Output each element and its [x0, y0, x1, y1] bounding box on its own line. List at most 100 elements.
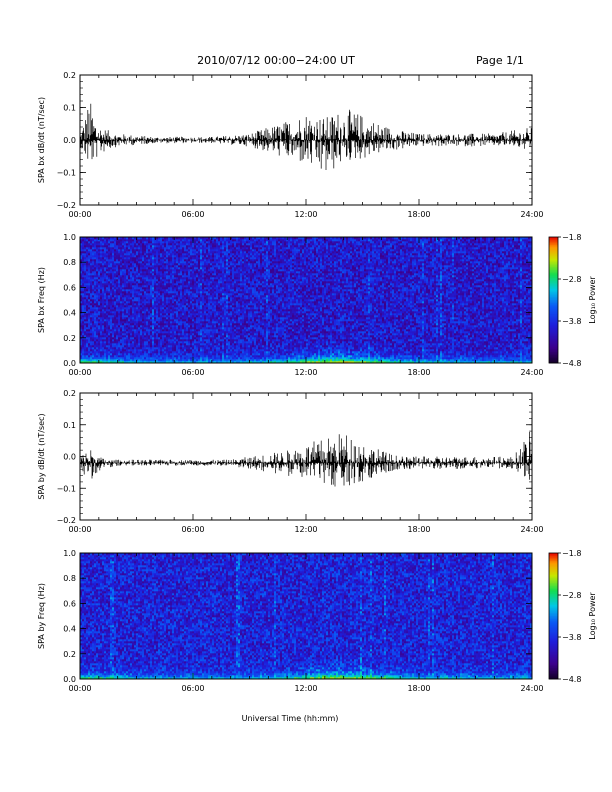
spectrogram-cell [104, 297, 106, 299]
spectrogram-cell [212, 333, 214, 335]
spectrogram-cell [132, 339, 134, 341]
spectrogram-cell [162, 345, 164, 347]
spectrogram-cell [116, 291, 118, 293]
spectrogram-cell [226, 325, 228, 327]
spectrogram-cell [218, 249, 220, 251]
spectrogram-cell [220, 343, 222, 345]
spectrogram-2 [80, 237, 532, 363]
spectrogram-cell [206, 315, 208, 317]
spectrogram-cell [168, 295, 170, 297]
spectrogram-cell [122, 265, 124, 267]
spectrogram-cell [136, 293, 138, 295]
spectrogram-cell [226, 341, 228, 343]
spectrogram-cell [88, 347, 90, 349]
spectrogram-cell [154, 293, 156, 295]
spectrogram-cell [192, 319, 194, 321]
spectrogram-cell [150, 355, 152, 357]
spectrogram-cell [118, 271, 120, 273]
spectrogram-cell [158, 269, 160, 271]
spectrogram-cell [168, 251, 170, 253]
spectrogram-cell [118, 315, 120, 317]
spectrogram-cell [154, 305, 156, 307]
spectrogram-cell [190, 349, 192, 351]
spectrogram-cell [186, 353, 188, 355]
spectrogram-cell [128, 335, 130, 337]
spectrogram-cell [104, 347, 106, 349]
spectrogram-cell [230, 333, 232, 335]
spectrogram-cell [210, 273, 212, 275]
spectrogram-cell [160, 285, 162, 287]
spectrogram-cell [190, 353, 192, 355]
spectrogram-cell [198, 271, 200, 273]
spectrogram-cell [156, 265, 158, 267]
spectrogram-cell [202, 281, 204, 283]
spectrogram-cell [206, 297, 208, 299]
spectrogram-cell [110, 343, 112, 345]
spectrogram-cell [102, 261, 104, 263]
spectrogram-cell [200, 309, 202, 311]
spectrogram-cell [148, 337, 150, 339]
spectrogram-cell [206, 247, 208, 249]
spectrogram-cell [140, 293, 142, 295]
spectrogram-cell [106, 269, 108, 271]
spectrogram-cell [130, 305, 132, 307]
spectrogram-cell [174, 253, 176, 255]
spectrogram-cell [88, 253, 90, 255]
spectrogram-cell [138, 273, 140, 275]
spectrogram-cell [86, 247, 88, 249]
spectrogram-cell [144, 349, 146, 351]
spectrogram-cell [180, 263, 182, 265]
spectrogram-cell [136, 299, 138, 301]
spectrogram-cell [208, 243, 210, 245]
spectrogram-cell [190, 307, 192, 309]
spectrogram-cell [144, 317, 146, 319]
spectrogram-cell [208, 287, 210, 289]
spectrogram-cell [112, 241, 114, 243]
spectrogram-cell [132, 333, 134, 335]
spectrogram-cell [176, 285, 178, 287]
spectrogram-cell [208, 321, 210, 323]
spectrogram-cell [146, 315, 148, 317]
spectrogram-cell [128, 275, 130, 277]
spectrogram-cell [152, 315, 154, 317]
spectrogram-cell [176, 311, 178, 313]
spectrogram-cell [96, 283, 98, 285]
spectrogram-cell [212, 317, 214, 319]
spectrogram-cell [190, 285, 192, 287]
spectrogram-cell [166, 305, 168, 307]
spectrogram-cell [228, 343, 230, 345]
spectrogram-cell [138, 355, 140, 357]
spectrogram-cell [196, 263, 198, 265]
spectrogram-cell [190, 309, 192, 311]
spectrogram-cell [208, 335, 210, 337]
spectrogram-cell [202, 299, 204, 301]
spectrogram-cell [140, 267, 142, 269]
spectrogram-cell [228, 239, 230, 241]
spectrogram-cell [218, 257, 220, 259]
spectrogram-cell [124, 295, 126, 297]
spectrogram-cell [188, 259, 190, 261]
spectrogram-cell [186, 241, 188, 243]
spectrogram-cell [200, 291, 202, 293]
spectrogram-cell [178, 325, 180, 327]
spectrogram-cell [196, 323, 198, 325]
spectrogram-cell [130, 351, 132, 353]
spectrogram-cell [122, 321, 124, 323]
spectrogram-cell [100, 287, 102, 289]
spectrogram-cell [224, 353, 226, 355]
spectrogram-cell [202, 297, 204, 299]
spectrogram-cell [150, 239, 152, 241]
spectrogram-cell [186, 315, 188, 317]
spectrogram-cell [150, 301, 152, 303]
spectrogram-cell [110, 339, 112, 341]
spectrogram-cell [132, 313, 134, 315]
spectrogram-cell [198, 329, 200, 331]
spectrogram-cell [98, 351, 100, 353]
spectrogram-cell [178, 281, 180, 283]
spectrogram-cell [226, 331, 228, 333]
spectrogram-cell [92, 243, 94, 245]
spectrogram-cell [128, 279, 130, 281]
spectrogram-cell [160, 303, 162, 305]
spectrogram-cell [196, 327, 198, 329]
spectrogram-cell [144, 311, 146, 313]
